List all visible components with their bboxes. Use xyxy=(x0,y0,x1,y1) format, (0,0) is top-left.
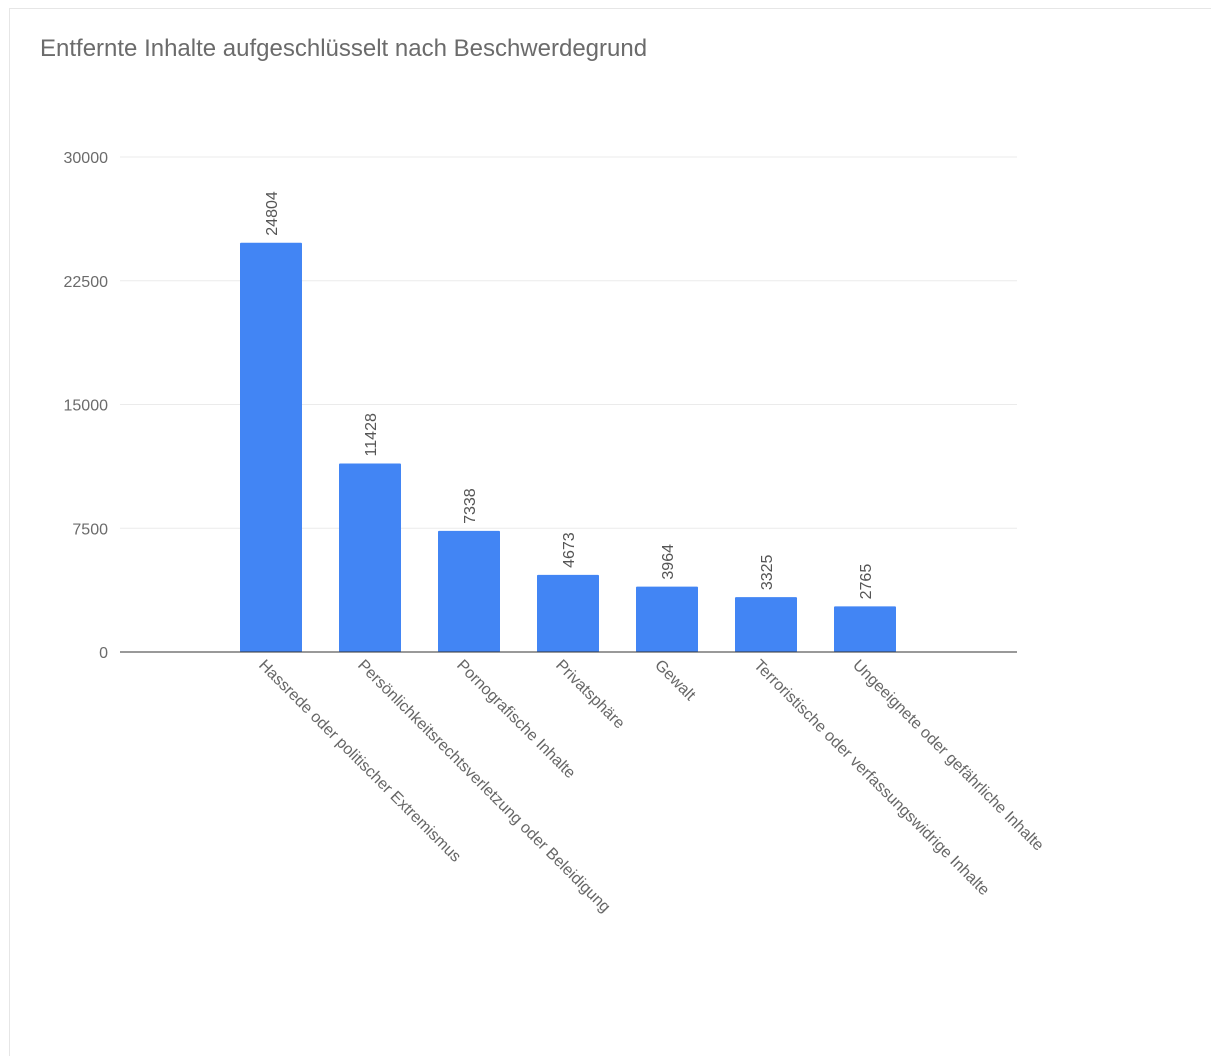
x-category-label: Privatsphäre xyxy=(552,657,628,733)
chart-title: Entfernte Inhalte aufgeschlüsselt nach B… xyxy=(40,35,648,62)
data-label: 3964 xyxy=(660,544,677,580)
bar-4 xyxy=(537,574,599,652)
x-axis-category-labels: Hassrede oder politischer ExtremismusPer… xyxy=(255,657,1047,916)
data-label: 4673 xyxy=(561,532,578,568)
data-label: 2765 xyxy=(858,564,875,600)
data-label: 11428 xyxy=(363,413,380,456)
bar-5 xyxy=(636,586,698,652)
data-labels: 24804 11428 7338 4673 3964 3325 2765 xyxy=(264,191,875,599)
y-tick-label: 22500 xyxy=(64,274,109,291)
y-tick-label: 7500 xyxy=(72,521,108,538)
bar-2 xyxy=(339,463,401,652)
y-tick-label: 0 xyxy=(99,645,108,662)
x-category-label: Gewalt xyxy=(651,657,699,705)
x-category-label: Ungeeignete oder gefährliche Inhalte xyxy=(849,657,1047,855)
y-tick-label: 15000 xyxy=(64,398,109,415)
y-tick-label: 30000 xyxy=(64,150,109,167)
bar-7 xyxy=(834,606,896,652)
x-category-label: Hassrede oder politischer Extremismus xyxy=(255,657,464,866)
bar-3 xyxy=(438,530,500,652)
data-label: 24804 xyxy=(264,191,281,236)
data-label: 7338 xyxy=(462,488,479,524)
bar-6 xyxy=(735,597,797,652)
bars xyxy=(240,242,896,652)
y-axis-ticks: 0 7500 15000 22500 30000 xyxy=(64,150,109,662)
chart-card: Entfernte Inhalte aufgeschlüsselt nach B… xyxy=(9,8,1211,1056)
x-category-label: Terroristische oder verfassungswidrige I… xyxy=(750,657,992,899)
bar-1 xyxy=(240,242,302,652)
data-label: 3325 xyxy=(759,554,776,590)
